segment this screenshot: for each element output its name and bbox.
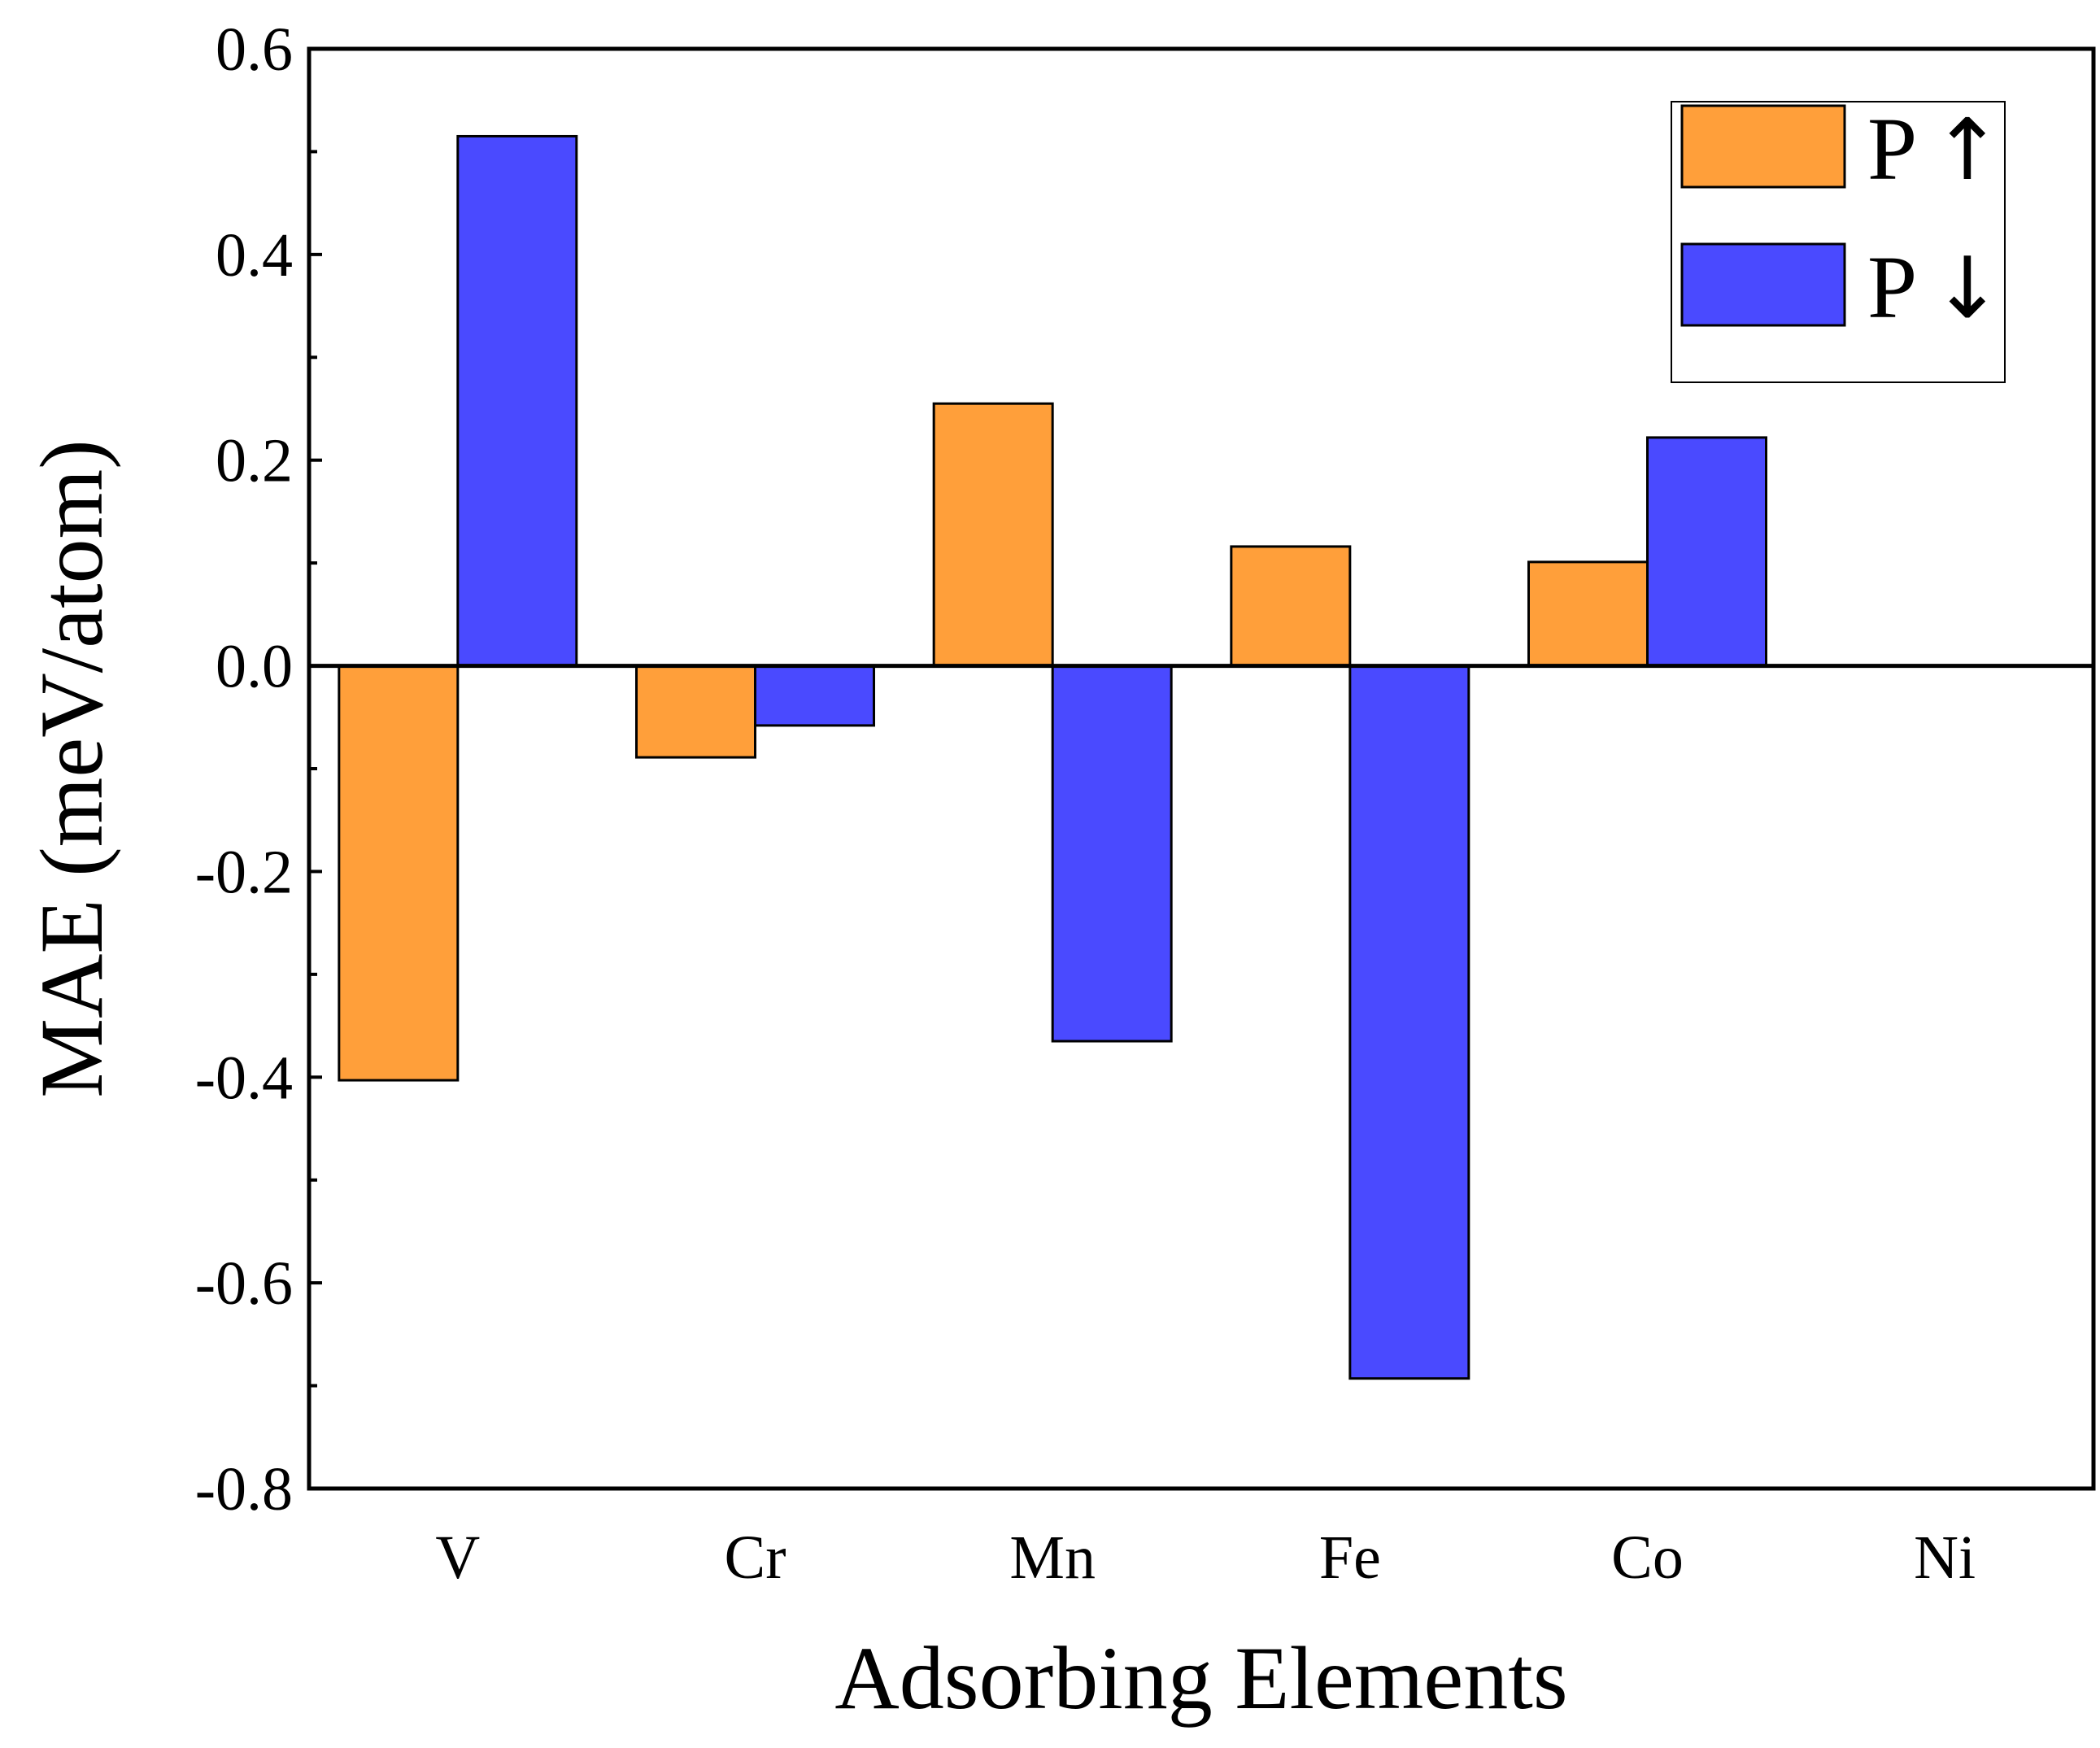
bar-co-series-1 — [1527, 560, 1649, 668]
ticks-layer: 0.6 0.4 0.2 0.0 -0.2 -0.4 -0.6 -0.8 V Cr Mn Fe Co Ni — [195, 15, 1976, 1592]
bar-v-series-2 — [456, 134, 578, 668]
x-axis-title: Adsorbing Elements — [834, 1628, 1567, 1728]
bars-layer — [338, 134, 1767, 1380]
legend-symbol: P — [1867, 99, 1917, 198]
x-tick-label-v: V — [435, 1524, 480, 1592]
bar-fe-series-1 — [1230, 545, 1352, 668]
bar-mn-series-2 — [1051, 665, 1173, 1043]
bar-co-series-2 — [1646, 436, 1767, 668]
legend-symbol: P — [1867, 238, 1917, 337]
legend-swatch-series-1 — [1680, 104, 1846, 189]
bar-cr-series-1 — [635, 665, 756, 759]
y-tick-label: -0.4 — [195, 1044, 293, 1112]
y-tick-label: 0.2 — [216, 427, 293, 495]
y-tick-label: -0.8 — [195, 1455, 293, 1524]
bar-cr-series-2 — [754, 665, 875, 727]
legend-label-series-1: P ↑ — [1867, 99, 2002, 199]
bar-fe-series-2 — [1348, 665, 1470, 1380]
x-tick-label-cr: Cr — [725, 1524, 786, 1592]
x-tick-label-ni: Ni — [1914, 1524, 1976, 1592]
legend: P ↑P ↓ — [1671, 99, 2006, 383]
y-tick-label: 0.6 — [216, 15, 293, 84]
arrow-down-icon: ↓ — [1932, 238, 2002, 338]
bar-mn-series-1 — [932, 402, 1054, 668]
x-tick-label-mn: Mn — [1009, 1524, 1096, 1592]
bar-v-series-1 — [338, 665, 460, 1082]
y-tick-label: 0.0 — [216, 633, 293, 701]
x-tick-label-co: Co — [1611, 1524, 1684, 1592]
legend-label-series-2: P ↓ — [1867, 238, 2002, 338]
legend-swatch-series-2 — [1680, 242, 1846, 327]
arrow-up-icon: ↑ — [1932, 100, 2002, 199]
labels-layer: Adsorbing Elements MAE (meV/atom) — [22, 439, 1568, 1728]
y-tick-label: -0.2 — [195, 838, 293, 906]
x-tick-label-fe: Fe — [1319, 1524, 1381, 1592]
y-tick-label: -0.6 — [195, 1249, 293, 1318]
y-axis-title: MAE (meV/atom) — [22, 439, 121, 1098]
y-tick-label: 0.4 — [216, 221, 293, 290]
